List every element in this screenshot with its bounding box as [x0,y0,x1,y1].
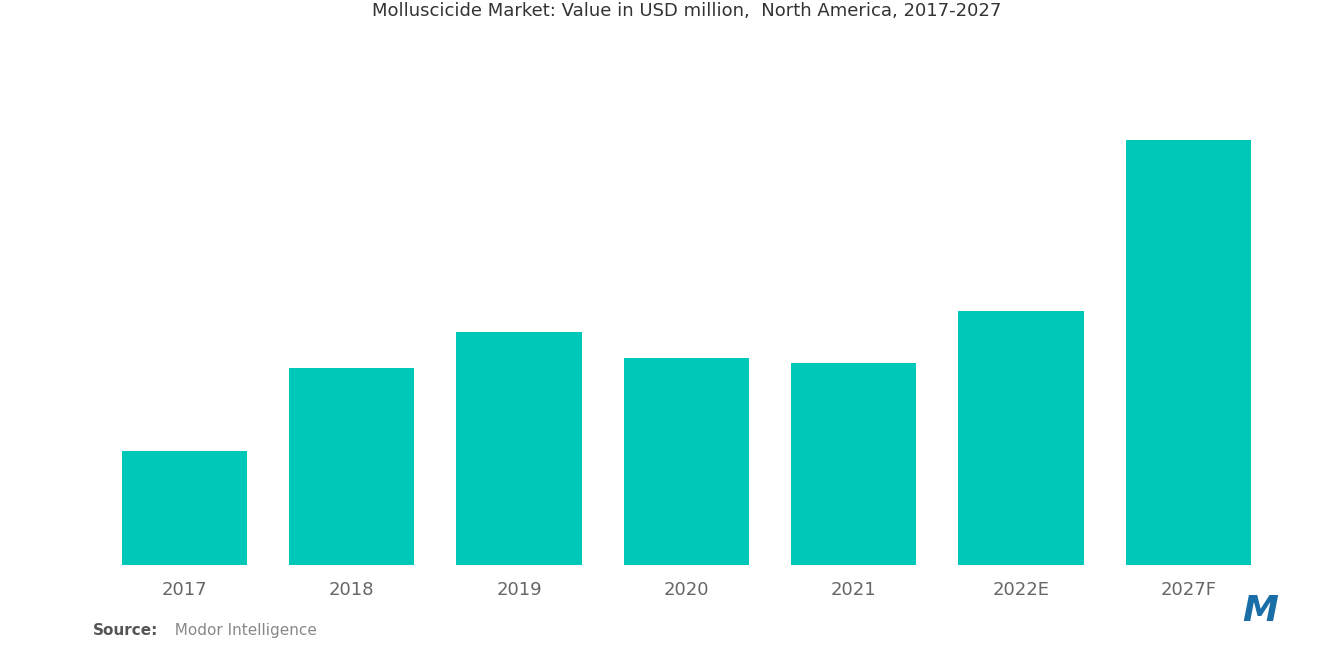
Bar [121,451,247,565]
Bar [791,363,916,565]
Bar [457,332,582,565]
Text: Source:: Source: [92,623,158,638]
Text: M: M [1242,595,1279,628]
Bar [623,358,750,565]
Bar [1126,140,1251,565]
Bar [289,368,414,565]
Bar [958,311,1084,565]
Text: Modor Intelligence: Modor Intelligence [165,623,317,638]
Title: Molluscicide Market: Value in USD million,  North America, 2017-2027: Molluscicide Market: Value in USD millio… [372,2,1001,20]
